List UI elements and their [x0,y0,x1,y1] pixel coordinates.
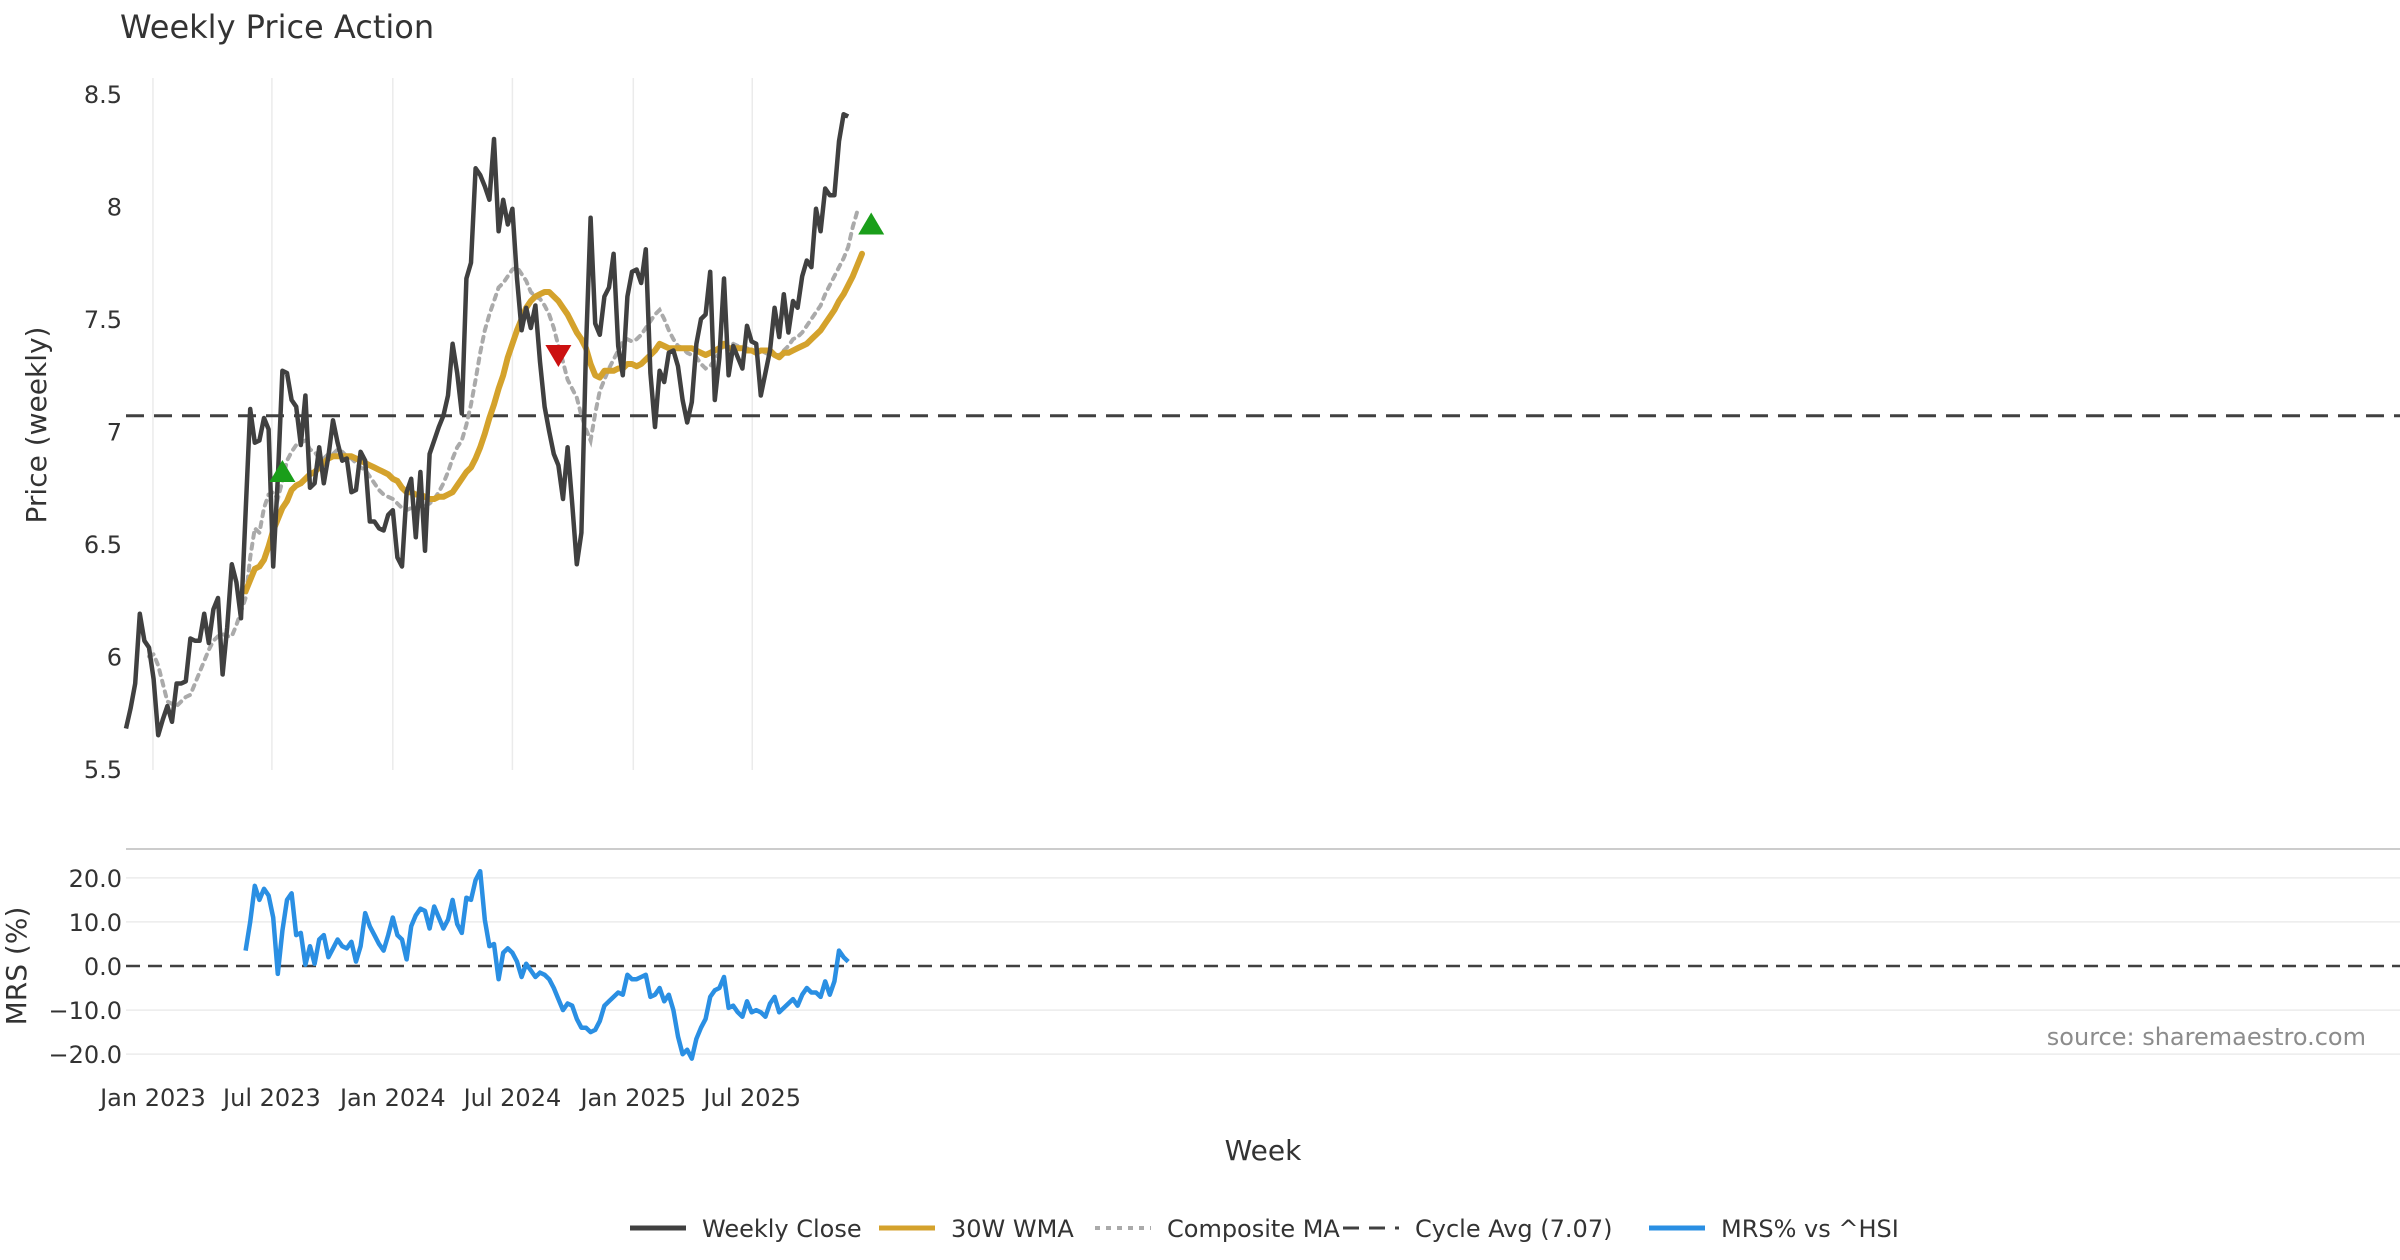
x-tick-label: Jan 2025 [578,1084,686,1112]
legend-entry: Composite MA [1095,1215,1340,1243]
price-y-ticks: 5.5 6 6.5 7 7.5 8 8.5 [84,81,122,784]
mrs-y-tick-label: 20.0 [69,865,122,893]
chart-title: Weekly Price Action [120,8,434,46]
x-tick-label: Jul 2024 [462,1084,562,1112]
source-note: source: sharemaestro.com [2047,1023,2366,1051]
legend-label: Cycle Avg (7.07) [1415,1215,1612,1243]
mrs-y-ticks: −20.0 −10.0 0.0 10.0 20.0 [48,865,122,1069]
legend-entry: Cycle Avg (7.07) [1343,1215,1612,1243]
buy-signal-marker [269,460,296,482]
weekly-close-line [123,111,850,738]
composite-ma-line [147,209,860,709]
legend-entry: Weekly Close [630,1215,862,1243]
mrs-y-tick-label: 0.0 [84,953,122,981]
sell-signal-marker [545,345,572,367]
mrs-line [243,868,850,1061]
price-y-tick-label: 7.5 [84,306,122,334]
legend-label: 30W WMA [951,1215,1074,1243]
legend: Weekly Close 30W WMA Composite MA Cycle Avg… [630,1215,1899,1243]
legend-label: MRS% vs ^HSI [1721,1215,1899,1243]
x-axis-label: Week [1225,1134,1302,1167]
mrs-y-tick-label: −20.0 [48,1041,122,1069]
price-y-tick-label: 8 [107,194,122,222]
price-panel: 5.5 6 6.5 7 7.5 8 8.5 Price (weekly) [20,81,2400,784]
price-y-tick-label: 6 [107,644,122,672]
mrs-panel: −20.0 −10.0 0.0 10.0 20.0 MRS (%) source: sh… [0,865,2400,1069]
price-y-tick-label: 8.5 [84,81,122,109]
legend-entry: 30W WMA [879,1215,1074,1243]
legend-label: Composite MA [1167,1215,1340,1243]
vertical-grid [152,78,754,770]
mrs-y-axis-label: MRS (%) [0,907,33,1026]
price-y-axis-label: Price (weekly) [20,327,53,524]
x-tick-label: Jul 2023 [221,1084,321,1112]
price-y-tick-label: 6.5 [84,531,122,559]
buy-signal-marker [858,212,885,235]
price-y-tick-label: 7 [107,419,122,447]
x-tick-label: Jan 2024 [338,1084,446,1112]
wma-30w-line [242,250,865,595]
x-axis-ticks: Jan 2023 Jul 2023 Jan 2024 Jul 2024 Jan 2025… [98,1084,801,1112]
x-tick-label: Jul 2025 [701,1084,801,1112]
legend-label: Weekly Close [702,1215,862,1243]
mrs-grid [126,877,2400,1055]
price-y-tick-label: 5.5 [84,756,122,784]
signal-markers [269,212,885,482]
legend-entry: MRS% vs ^HSI [1649,1215,1899,1243]
mrs-y-tick-label: −10.0 [48,997,122,1025]
x-tick-label: Jan 2023 [98,1084,206,1112]
mrs-y-tick-label: 10.0 [69,909,122,937]
